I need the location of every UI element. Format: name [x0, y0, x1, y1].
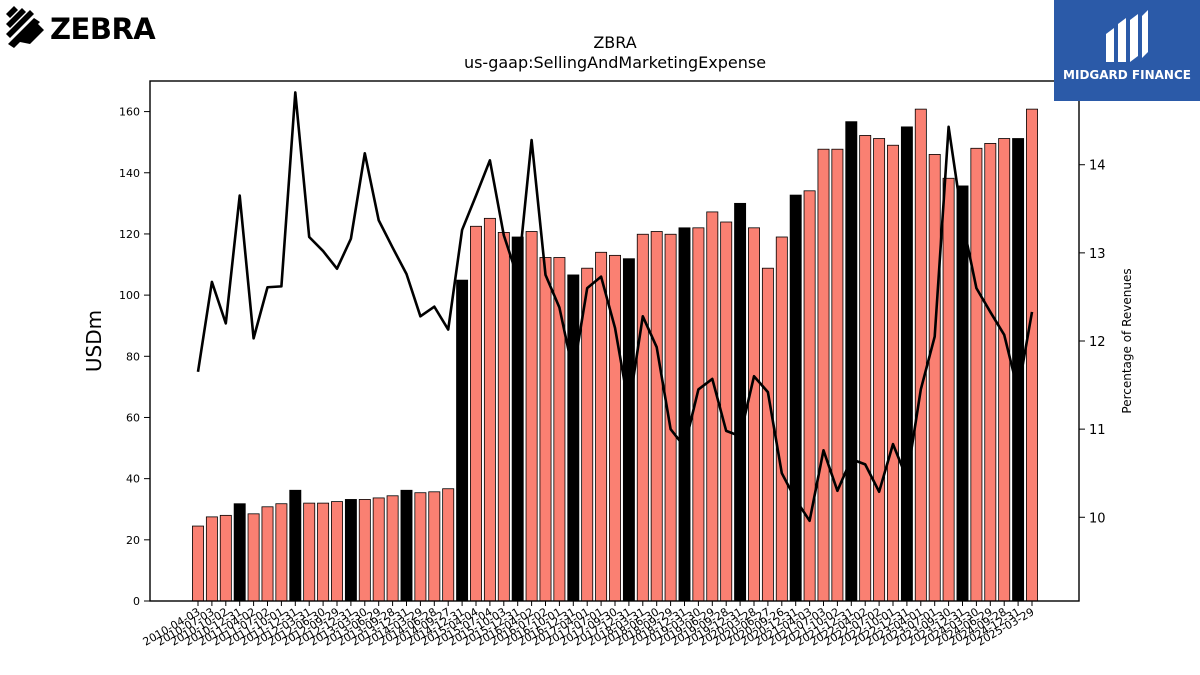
bar-quarter	[831, 148, 844, 602]
y-axis-right-label: Percentage of Revenues	[1120, 268, 1134, 413]
midgard-emblem-icon	[1106, 10, 1148, 62]
bar-quarter	[970, 147, 983, 602]
bar-quarter	[1026, 108, 1038, 602]
x-axis-ticks: 2010-04-032010-07-032010-10-022010-12-31…	[141, 601, 1037, 649]
bar-quarter	[914, 108, 927, 602]
y-tick-label: 40	[126, 473, 140, 486]
bar-year-end	[400, 489, 413, 602]
bar-year-end	[900, 126, 913, 602]
y-tick-label: 100	[119, 289, 140, 302]
bar-quarter	[998, 138, 1011, 602]
bar-year-end	[511, 236, 524, 602]
y-axis-left-ticks: 0 20 40 60 80 100 120 140 160	[119, 106, 150, 608]
y-right-tick-label: 13	[1089, 247, 1106, 262]
bar-year-end	[956, 185, 969, 602]
bar-year-end	[622, 258, 635, 602]
y-axis-right-ticks: 10 11 12 13 14	[1079, 159, 1106, 526]
bar-quarter	[775, 236, 788, 602]
bar-quarter	[428, 491, 441, 602]
bar-quarter	[928, 154, 941, 602]
y-right-tick-label: 10	[1089, 511, 1106, 526]
bar-year-end	[678, 227, 691, 602]
bar-quarter	[497, 232, 510, 602]
bar-quarter	[414, 492, 427, 602]
bar-quarter	[692, 227, 705, 602]
y-tick-label: 120	[119, 228, 140, 241]
y-right-tick-label: 14	[1089, 159, 1106, 174]
bar-quarter	[761, 267, 774, 602]
bar-series	[192, 108, 1038, 602]
bar-quarter	[275, 503, 288, 602]
bar-year-end	[456, 279, 469, 602]
bar-year-end	[734, 202, 747, 602]
zebra-logo: ZEBRA	[4, 4, 156, 50]
bar-quarter	[317, 502, 330, 602]
bar-quarter	[247, 513, 260, 602]
y-tick-label: 0	[133, 595, 140, 608]
bar-quarter	[483, 217, 496, 602]
midgard-finance-logo: MIDGARD FINANCE	[1054, 0, 1200, 101]
bar-quarter	[331, 501, 343, 602]
y-tick-label: 20	[126, 534, 140, 547]
zebra-head-icon	[6, 6, 44, 48]
bar-quarter	[261, 506, 274, 602]
midgard-wordmark: MIDGARD FINANCE	[1063, 68, 1191, 82]
bar-quarter	[303, 502, 316, 602]
y-tick-label: 140	[119, 167, 140, 180]
bar-quarter	[706, 211, 719, 602]
y-right-tick-label: 12	[1089, 335, 1106, 350]
bar-quarter	[609, 254, 621, 602]
bar-quarter	[539, 257, 552, 602]
bar-quarter	[442, 488, 455, 602]
bar-year-end	[567, 274, 580, 602]
y-tick-label: 80	[126, 350, 140, 363]
bar-quarter	[817, 148, 830, 602]
y-right-tick-label: 11	[1089, 423, 1106, 438]
bar-quarter	[525, 231, 538, 602]
bar-quarter	[859, 135, 872, 602]
bar-quarter	[803, 190, 816, 602]
plot-frame	[149, 80, 1080, 602]
percentage-line	[196, 91, 1034, 523]
y-tick-label: 160	[119, 106, 140, 119]
bar-quarter	[650, 231, 663, 602]
y-tick-label: 60	[126, 411, 140, 424]
bar-quarter	[873, 138, 886, 602]
bar-year-end	[789, 194, 802, 602]
chart-title: ZBRA	[593, 33, 637, 52]
bar-quarter	[942, 177, 955, 602]
bar-quarter	[748, 227, 760, 602]
bar-quarter	[887, 144, 899, 602]
bar-quarter	[192, 525, 204, 602]
bar-quarter	[636, 233, 649, 602]
bar-quarter	[372, 497, 385, 602]
bar-quarter	[386, 495, 399, 602]
bar-quarter	[205, 516, 218, 602]
bar-quarter	[595, 251, 608, 602]
chart-subtitle: us-gaap:SellingAndMarketingExpense	[463, 53, 767, 72]
bar-quarter	[984, 142, 997, 602]
bar-quarter	[358, 499, 371, 602]
bar-year-end	[845, 121, 858, 602]
bar-year-end	[289, 489, 302, 602]
bar-year-end	[344, 499, 357, 602]
y-axis-left-label: USDm	[82, 310, 106, 372]
zebra-wordmark: ZEBRA	[50, 12, 156, 46]
bar-quarter	[664, 233, 677, 602]
bar-quarter	[470, 225, 482, 602]
bar-quarter	[219, 514, 232, 602]
bar-year-end	[233, 503, 246, 602]
